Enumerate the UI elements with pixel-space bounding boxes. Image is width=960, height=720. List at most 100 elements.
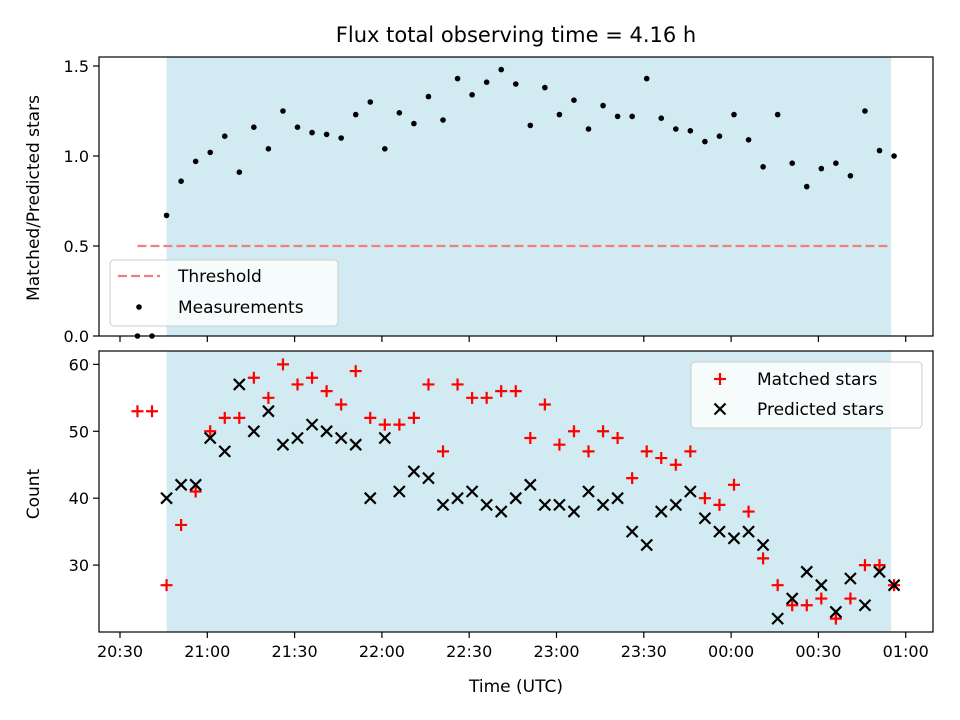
matched-point xyxy=(858,559,871,572)
x-tick-label: 22:00 xyxy=(359,642,405,661)
measurement-point xyxy=(687,128,694,134)
bottom-legend-box xyxy=(690,361,923,429)
predicted-point xyxy=(669,498,683,512)
matched-point xyxy=(335,398,348,411)
measurement-point xyxy=(425,93,432,100)
bottom-y-axis-label: Count xyxy=(24,468,44,519)
measurement-point xyxy=(265,146,272,152)
matched-point xyxy=(437,445,450,458)
matched-point xyxy=(320,385,333,398)
measurement-point xyxy=(309,129,315,136)
x-tick-label: 00:00 xyxy=(708,642,754,661)
predicted-point xyxy=(218,445,232,458)
matched-point xyxy=(509,385,522,398)
matched-point xyxy=(349,365,362,378)
top-legend-box xyxy=(109,259,339,327)
predicted-point xyxy=(756,538,770,552)
measurement-point xyxy=(323,131,330,138)
predicted-point xyxy=(654,505,668,518)
matched-point xyxy=(742,505,755,518)
measurement-point xyxy=(396,110,403,116)
measurement-point xyxy=(163,212,170,219)
measurement-point xyxy=(483,79,490,85)
legend-matched-label: Matched stars xyxy=(757,370,877,390)
matched-point xyxy=(189,485,202,498)
measurement-point xyxy=(658,115,665,121)
measurement-point xyxy=(382,146,388,152)
predicted-point xyxy=(713,525,726,538)
measurement-point xyxy=(789,160,796,166)
matched-point xyxy=(538,398,551,411)
predicted-point xyxy=(742,525,755,538)
predicted-point xyxy=(465,485,479,498)
top-y-axis-label: Matched/Predicted stars xyxy=(24,95,44,301)
predicted-point xyxy=(407,465,421,478)
matched-point xyxy=(204,425,217,438)
x-tick-label: 00:30 xyxy=(795,642,841,661)
matched-point xyxy=(713,498,726,511)
measurement-point xyxy=(847,173,854,179)
matched-point xyxy=(480,391,493,404)
predicted-point xyxy=(262,404,275,418)
measurement-point xyxy=(207,149,214,156)
predicted-point xyxy=(771,612,784,625)
x-tick-label: 01:00 xyxy=(883,642,929,661)
measurement-point xyxy=(731,111,737,118)
predicted-point xyxy=(844,572,857,585)
matched-point xyxy=(669,458,682,471)
measurement-point xyxy=(294,124,301,130)
top-axes-frame xyxy=(98,56,934,337)
matched-point xyxy=(815,592,828,605)
predicted-point xyxy=(538,498,552,512)
bottom-panel: 20:30 21:00 21:30 22:00 22:30 23:00 23:30 00:00… xyxy=(69,350,934,661)
measurement-point xyxy=(673,126,679,132)
matched-point xyxy=(698,492,711,505)
predicted-point xyxy=(887,578,901,592)
matched-point xyxy=(655,452,668,465)
predicted-point xyxy=(509,491,523,505)
bottom-legend: Matched stars Predicted stars xyxy=(690,361,923,429)
predicted-point xyxy=(873,565,886,579)
measurement-point xyxy=(469,92,475,98)
legend-threshold-label: Threshold xyxy=(177,267,262,287)
measurement-point xyxy=(251,124,257,130)
measurement-point xyxy=(614,113,621,120)
predicted-point xyxy=(815,578,828,592)
measurement-point xyxy=(891,153,897,159)
x-axis-label: Time (UTC) xyxy=(468,677,563,697)
predicted-point xyxy=(291,431,304,445)
legend-predicted-label: Predicted stars xyxy=(757,400,884,420)
measurement-point xyxy=(643,75,650,82)
matched-point xyxy=(582,445,595,458)
matched-point xyxy=(640,445,653,458)
matched-point xyxy=(306,371,319,384)
predicted-point xyxy=(640,538,653,552)
top-legend: Threshold Measurements xyxy=(109,259,339,327)
matched-point xyxy=(829,612,842,625)
matched-point xyxy=(393,418,406,431)
measurement-point xyxy=(192,158,199,165)
matched-point xyxy=(131,405,144,418)
predicted-point xyxy=(276,438,290,451)
matched-point xyxy=(495,385,508,398)
matched-point xyxy=(407,411,420,424)
matched-point xyxy=(684,445,697,458)
measurement-point xyxy=(774,111,781,118)
measurement-point xyxy=(440,117,446,123)
matched-point xyxy=(233,411,246,424)
measurement-point xyxy=(221,133,228,139)
matched-point xyxy=(524,431,537,444)
matched-point xyxy=(597,425,610,438)
predicted-point xyxy=(698,511,712,525)
measurement-point xyxy=(498,66,505,73)
measurement-point xyxy=(716,133,723,139)
predicted-point xyxy=(553,498,566,512)
matched-point xyxy=(247,371,260,384)
measurement-point xyxy=(236,169,243,175)
measurement-point xyxy=(862,108,868,114)
predicted-point xyxy=(596,498,610,512)
predicted-point xyxy=(480,498,493,512)
legend-measurements-swatch xyxy=(136,304,142,310)
measurement-point xyxy=(818,165,825,172)
measurement-point xyxy=(411,120,417,127)
